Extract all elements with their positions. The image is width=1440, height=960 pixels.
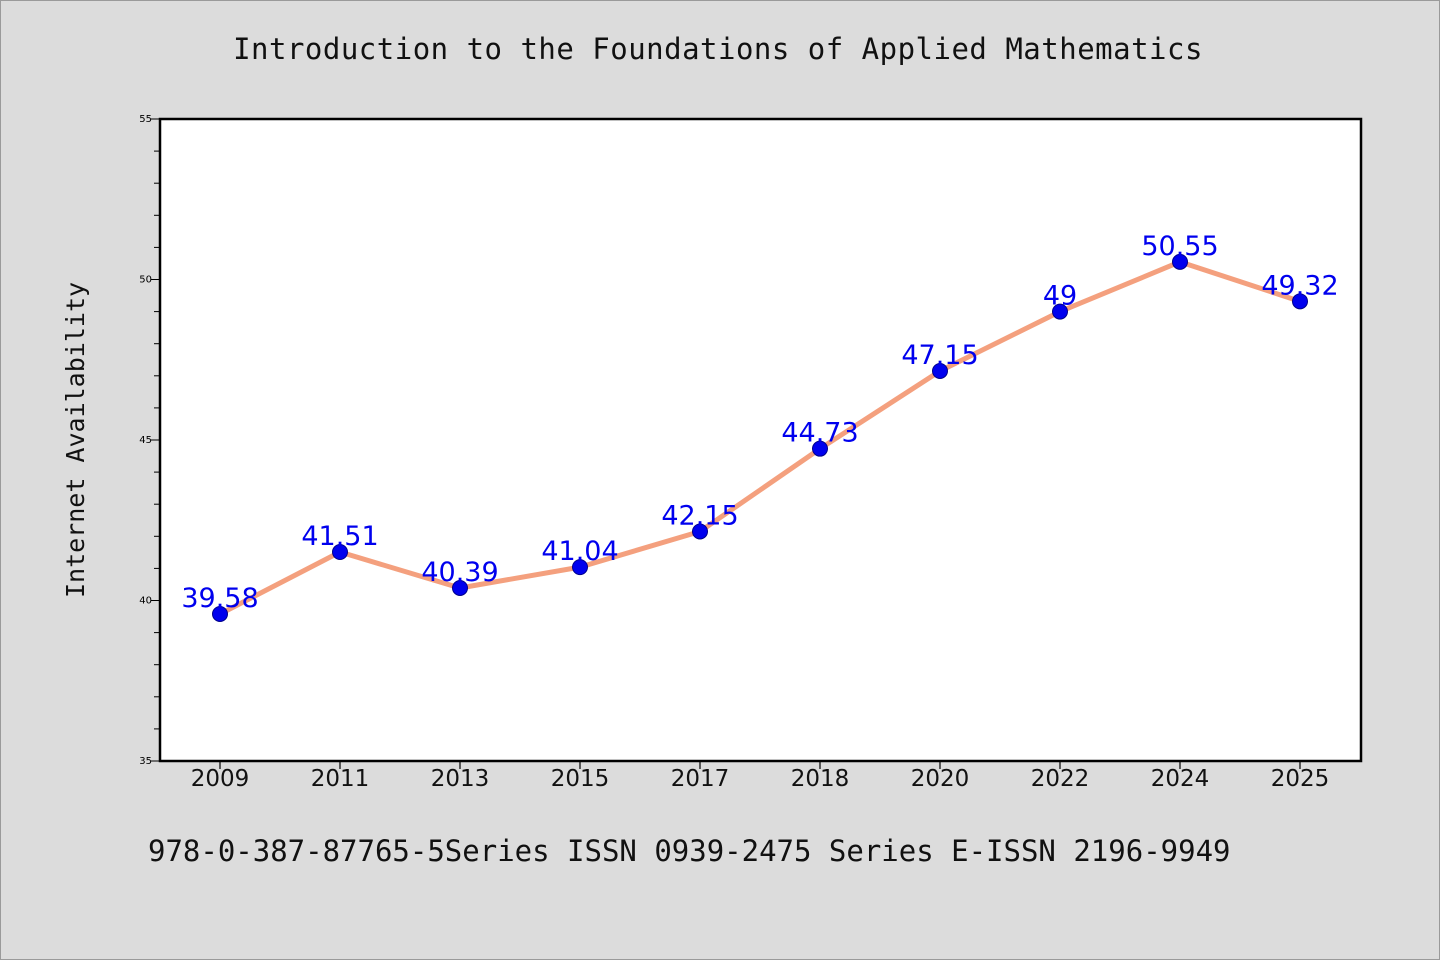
data-label: 44.73 xyxy=(781,418,858,449)
data-point xyxy=(452,579,468,596)
footer-isbn-issn: 978-0-387-87765-5Series ISSN 0939-2475 S… xyxy=(148,834,1231,868)
y-tick-label: 40 xyxy=(139,596,152,607)
data-point xyxy=(212,605,228,622)
y-tick-label: 55 xyxy=(139,114,152,125)
x-tick-label: 2011 xyxy=(311,766,370,792)
x-tick-label: 2022 xyxy=(1031,766,1090,792)
y-axis-label: Internet Availability xyxy=(61,282,90,598)
data-label: 50.55 xyxy=(1141,231,1218,262)
x-tick-label: 2009 xyxy=(191,766,250,792)
data-point xyxy=(812,440,828,457)
x-tick-label: 2013 xyxy=(431,766,490,792)
data-point xyxy=(1172,253,1188,270)
x-tick-label: 2024 xyxy=(1151,766,1210,792)
data-label: 47.15 xyxy=(901,340,978,371)
plot-border xyxy=(158,117,1363,763)
plot-area xyxy=(160,119,1361,761)
data-label: 49 xyxy=(1043,281,1077,312)
data-label: 40.39 xyxy=(421,557,498,588)
data-point xyxy=(692,523,708,540)
data-label: 39.58 xyxy=(181,583,258,614)
chart-title: Introduction to the Foundations of Appli… xyxy=(233,32,1203,66)
data-point xyxy=(1052,303,1068,320)
y-tick-label: 45 xyxy=(139,435,152,446)
data-point xyxy=(1292,293,1308,310)
x-tick-label: 2018 xyxy=(791,766,850,792)
data-label: 41.04 xyxy=(541,536,618,567)
data-label: 42.15 xyxy=(661,500,738,531)
series-line xyxy=(217,259,1303,617)
y-tick-label: 50 xyxy=(139,275,152,286)
data-label: 49.32 xyxy=(1261,270,1338,301)
data-point xyxy=(932,362,948,379)
data-label: 41.51 xyxy=(301,521,378,552)
x-tick-label: 2017 xyxy=(671,766,730,792)
y-tick-label: 35 xyxy=(139,756,152,767)
data-point xyxy=(572,559,588,576)
x-tick-label: 2020 xyxy=(911,766,970,792)
data-point xyxy=(332,544,348,561)
x-tick-label: 2015 xyxy=(551,766,610,792)
x-tick-label: 2025 xyxy=(1271,766,1330,792)
